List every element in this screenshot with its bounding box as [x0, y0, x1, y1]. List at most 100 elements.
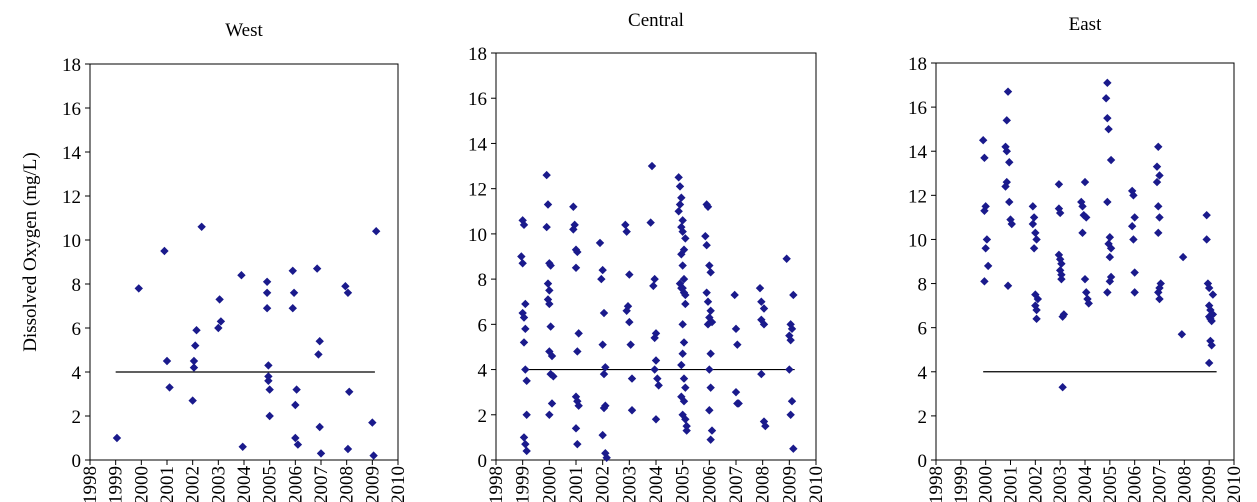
- y-tick-label: 8: [918, 275, 928, 296]
- data-point: [343, 444, 353, 454]
- data-point: [787, 324, 797, 334]
- x-tick-label: 2001: [566, 466, 587, 502]
- data-point: [1078, 228, 1087, 238]
- data-point: [1033, 294, 1043, 304]
- data-point: [734, 399, 743, 408]
- data-point: [706, 435, 715, 444]
- data-point: [785, 331, 794, 340]
- x-tick-label: 2002: [183, 466, 204, 502]
- data-point: [1080, 177, 1090, 187]
- data-point: [730, 290, 739, 300]
- data-point: [681, 290, 690, 300]
- x-tick-label: 2009: [362, 466, 383, 502]
- y-tick-label: 14: [908, 142, 928, 163]
- y-tick-label: 12: [908, 186, 927, 207]
- data-point: [1057, 270, 1066, 279]
- x-tick-label: 2008: [1174, 466, 1195, 502]
- data-point: [782, 254, 791, 263]
- data-point: [599, 403, 609, 413]
- data-point: [705, 261, 714, 270]
- data-point: [371, 227, 381, 236]
- x-tick-label: 2006: [285, 466, 306, 502]
- data-point: [626, 340, 635, 349]
- data-point: [545, 410, 554, 419]
- data-point: [569, 225, 578, 234]
- data-point: [1154, 142, 1163, 152]
- data-point: [707, 426, 717, 435]
- data-point: [291, 400, 300, 410]
- data-point: [264, 372, 273, 381]
- data-point: [1130, 288, 1139, 297]
- data-point: [1155, 213, 1164, 222]
- x-tick-label: 2005: [673, 466, 694, 502]
- data-point: [542, 222, 551, 232]
- data-point: [601, 449, 610, 458]
- data-point: [677, 360, 686, 370]
- data-point: [679, 397, 689, 406]
- data-point: [731, 387, 741, 397]
- plot-area: [89, 63, 399, 461]
- data-point: [192, 326, 201, 335]
- data-point: [601, 363, 610, 372]
- data-point: [706, 306, 715, 315]
- data-point: [1105, 233, 1115, 242]
- data-point: [264, 361, 273, 370]
- data-point: [343, 288, 353, 297]
- data-point: [1105, 252, 1115, 262]
- data-point: [543, 279, 553, 288]
- data-point: [681, 234, 690, 243]
- y-tick-label: 18: [62, 55, 81, 76]
- data-point: [293, 440, 303, 449]
- panel-title: East: [1069, 14, 1102, 35]
- data-point: [761, 421, 770, 431]
- data-point: [650, 365, 659, 374]
- data-point: [678, 320, 687, 329]
- x-tick-label: 2004: [646, 466, 667, 502]
- data-point: [599, 308, 609, 318]
- data-point: [703, 320, 713, 329]
- x-tick-label: 2003: [208, 466, 229, 502]
- data-point: [1031, 228, 1040, 238]
- data-point: [546, 261, 555, 270]
- data-point: [1204, 283, 1214, 293]
- data-point: [679, 338, 689, 347]
- data-point: [1154, 202, 1163, 211]
- data-point: [519, 313, 529, 322]
- data-point: [1057, 274, 1066, 284]
- data-point: [625, 317, 634, 327]
- panel-title: Central: [628, 10, 684, 31]
- data-point: [545, 299, 554, 309]
- data-point: [521, 299, 530, 309]
- data-point: [622, 227, 631, 236]
- data-point: [543, 200, 553, 209]
- y-tick-label: 4: [918, 363, 928, 384]
- data-point: [573, 347, 582, 356]
- data-point: [521, 439, 530, 449]
- y-axis-label: Dissolved Oxygen (mg/L): [20, 152, 41, 351]
- data-point: [545, 286, 554, 295]
- x-tick-label: 2009: [779, 466, 800, 502]
- data-point: [1007, 219, 1016, 229]
- data-point: [598, 265, 607, 275]
- data-point: [547, 351, 557, 361]
- data-point: [197, 222, 206, 231]
- data-point: [1054, 180, 1064, 189]
- data-point: [678, 349, 687, 358]
- x-tick-label: 1998: [926, 466, 947, 502]
- x-tick-label: 2001: [1001, 466, 1022, 502]
- data-point: [706, 383, 715, 392]
- x-tick-label: 2010: [1224, 466, 1245, 502]
- data-point: [1207, 316, 1216, 326]
- data-point: [981, 244, 990, 253]
- data-point: [574, 329, 583, 338]
- data-point: [265, 411, 274, 421]
- data-point: [191, 341, 200, 350]
- data-point: [787, 397, 797, 406]
- data-point: [759, 304, 769, 313]
- data-point: [677, 392, 686, 401]
- data-point: [1103, 78, 1112, 88]
- data-point: [521, 365, 530, 374]
- panel-central: Central 0 2 4 6 8 10 12 14 16 18 1998 1999 2000 2001 20…: [468, 10, 827, 502]
- x-tick-label: 2003: [1050, 466, 1071, 502]
